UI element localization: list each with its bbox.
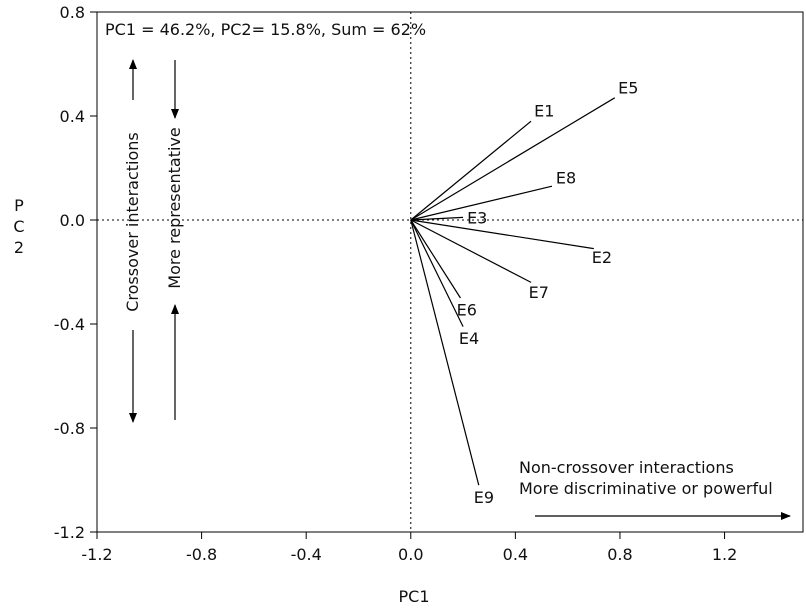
representative-label: More representative xyxy=(165,127,184,288)
x-tick-label: 0.0 xyxy=(398,545,423,564)
x-tick-label: -0.8 xyxy=(186,545,217,564)
y-axis: -1.2 -0.8 -0.4 0.0 0.4 0.8 xyxy=(54,3,97,542)
vector-label-e5: E5 xyxy=(618,79,638,98)
y-tick-label: -1.2 xyxy=(54,523,85,542)
vector-e2 xyxy=(410,219,594,250)
y-axis-title: PC 2 xyxy=(13,196,24,257)
vector-label-e6: E6 xyxy=(457,300,477,319)
vector-e6 xyxy=(410,219,461,299)
vector-label-e7: E7 xyxy=(529,283,549,302)
y-axis-title-char: 2 xyxy=(14,238,24,257)
x-tick-label: 1.2 xyxy=(712,545,737,564)
y-tick-label: -0.4 xyxy=(54,315,85,334)
plot-frame xyxy=(96,11,804,533)
reference-lines xyxy=(97,12,803,532)
vector-e8 xyxy=(410,185,553,221)
vector-label-e4: E4 xyxy=(459,329,479,348)
vector-e7 xyxy=(410,219,532,283)
vector-e3 xyxy=(410,216,464,221)
x-axis: -1.2 -0.8 -0.4 0.0 0.4 0.8 1.2 xyxy=(81,532,737,564)
x-axis-title: PC1 xyxy=(399,587,430,606)
vector-label-e1: E1 xyxy=(534,102,554,121)
crossover-annotation: Crossover interactions xyxy=(123,59,142,423)
discriminative-label: More discriminative or powerful xyxy=(519,479,773,498)
chart-title: PC1 = 46.2%, PC2= 15.8%, Sum = 62% xyxy=(105,20,426,39)
y-axis-title-char: C xyxy=(13,217,24,236)
crossover-label: Crossover interactions xyxy=(123,132,142,312)
vector-e4 xyxy=(410,219,464,327)
y-axis-title-char: P xyxy=(14,196,24,215)
non-crossover-annotation: Non-crossover interactions More discrimi… xyxy=(519,458,791,520)
x-tick-label: 0.4 xyxy=(503,545,528,564)
y-tick-label: 0.4 xyxy=(60,107,85,126)
x-tick-label: -0.4 xyxy=(291,545,322,564)
y-tick-label: 0.8 xyxy=(60,3,85,22)
y-tick-label: -0.8 xyxy=(54,419,85,438)
vectors: E1 E5 E8 E3 E2 E7 E6 E4 E9 xyxy=(410,79,638,507)
y-tick-label: 0.0 xyxy=(60,211,85,230)
vector-label-e8: E8 xyxy=(556,168,576,187)
non-crossover-label: Non-crossover interactions xyxy=(519,458,734,477)
vector-e9 xyxy=(410,219,480,486)
representative-annotation: More representative xyxy=(165,60,184,420)
vector-label-e3: E3 xyxy=(467,208,487,227)
vector-e1 xyxy=(410,120,532,221)
x-tick-label: 0.8 xyxy=(607,545,632,564)
x-tick-label: -1.2 xyxy=(81,545,112,564)
vector-e5 xyxy=(410,97,616,221)
vector-label-e9: E9 xyxy=(474,488,494,507)
vector-label-e2: E2 xyxy=(592,248,612,267)
